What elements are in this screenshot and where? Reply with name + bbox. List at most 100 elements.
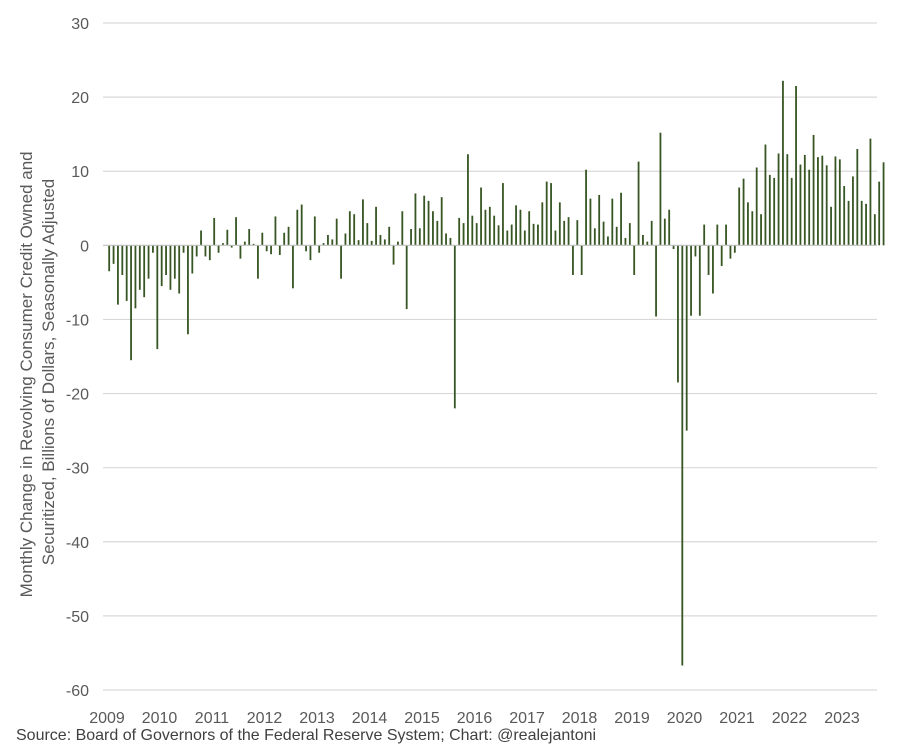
bar xyxy=(191,245,194,274)
bar xyxy=(217,245,220,253)
bar xyxy=(121,245,124,275)
bar xyxy=(427,200,430,246)
bar xyxy=(799,164,802,246)
bar xyxy=(318,245,321,253)
bar xyxy=(445,233,447,246)
bar xyxy=(830,206,832,246)
bar xyxy=(558,202,561,246)
bar xyxy=(847,200,850,246)
bar xyxy=(733,245,736,253)
bar xyxy=(488,206,491,246)
x-tick-label: 2020 xyxy=(667,710,703,727)
bar xyxy=(388,226,391,246)
bar xyxy=(353,214,356,246)
bar xyxy=(803,154,806,246)
bar xyxy=(108,245,111,272)
bar xyxy=(165,245,167,275)
bar xyxy=(449,237,452,246)
bar xyxy=(607,236,609,246)
bar xyxy=(182,245,185,253)
bar xyxy=(213,217,216,246)
bar xyxy=(497,225,500,246)
bar xyxy=(322,243,325,246)
bar xyxy=(545,181,548,246)
bar xyxy=(589,198,592,246)
bar xyxy=(125,245,128,301)
y-tick-labels: 30 20 10 0 -10 -20 -30 -40 -50 -60 xyxy=(66,16,89,700)
bar xyxy=(348,211,351,246)
x-tick-label: 2022 xyxy=(772,710,808,727)
y-tick-label: 0 xyxy=(80,238,89,255)
bar xyxy=(471,215,474,246)
bar xyxy=(195,245,198,257)
bar xyxy=(707,245,710,275)
bar xyxy=(821,155,824,246)
bar xyxy=(515,205,517,246)
y-tick-label: 30 xyxy=(71,16,89,33)
bar xyxy=(725,224,727,246)
bar xyxy=(690,245,692,316)
bar xyxy=(436,220,439,246)
x-tick-label: 2018 xyxy=(562,710,598,727)
bar xyxy=(655,245,657,317)
bar xyxy=(838,159,841,246)
bar xyxy=(309,245,312,261)
bar xyxy=(672,245,675,250)
bar xyxy=(156,245,159,350)
bar xyxy=(480,187,482,246)
bar xyxy=(112,245,115,264)
bar xyxy=(187,245,189,335)
x-tick-label: 2014 xyxy=(352,710,388,727)
bar xyxy=(278,245,281,255)
bar xyxy=(283,232,286,246)
bar xyxy=(812,134,815,246)
bar xyxy=(169,245,172,290)
bar xyxy=(712,245,714,294)
bar xyxy=(379,234,382,246)
source-note: Source: Board of Governors of the Federa… xyxy=(16,727,597,744)
bar xyxy=(340,245,342,279)
bar xyxy=(204,245,207,257)
bar xyxy=(335,218,338,246)
bar xyxy=(860,200,863,246)
bar xyxy=(620,192,622,246)
bar xyxy=(764,144,767,246)
bar xyxy=(580,245,583,275)
x-tick-label: 2015 xyxy=(404,710,440,727)
bar xyxy=(563,220,566,246)
bar xyxy=(230,245,233,248)
bar xyxy=(370,240,373,246)
bar xyxy=(834,156,837,246)
y-tick-label: -30 xyxy=(66,461,89,478)
bar xyxy=(410,229,412,246)
bar xyxy=(602,221,605,246)
y-tick-label: -40 xyxy=(66,535,89,552)
bar xyxy=(782,80,784,246)
bar xyxy=(598,194,601,246)
bar xyxy=(243,241,246,246)
bar xyxy=(383,239,386,246)
bar xyxy=(405,245,408,310)
bar xyxy=(152,245,154,253)
bar xyxy=(668,209,671,246)
bar xyxy=(270,245,272,255)
bar xyxy=(432,211,434,246)
y-axis-label-line-2: Securitized, Billions of Dollars, Season… xyxy=(39,179,58,565)
bar xyxy=(650,220,653,246)
bar xyxy=(808,169,811,246)
bar xyxy=(637,161,640,246)
bar xyxy=(773,177,776,246)
bar xyxy=(248,229,251,246)
bar xyxy=(414,193,417,246)
bar xyxy=(506,230,509,246)
bar xyxy=(274,216,277,246)
bar xyxy=(331,239,334,246)
bar xyxy=(397,241,399,246)
x-tick-labels: 2009 2010 2011 2012 2013 2014 2015 2016 2017 2018… xyxy=(89,710,860,727)
bar xyxy=(423,195,426,246)
bar xyxy=(681,245,684,666)
x-tick-label: 2013 xyxy=(299,710,335,727)
bar xyxy=(502,183,504,246)
bar xyxy=(261,232,264,246)
bar xyxy=(777,153,780,246)
